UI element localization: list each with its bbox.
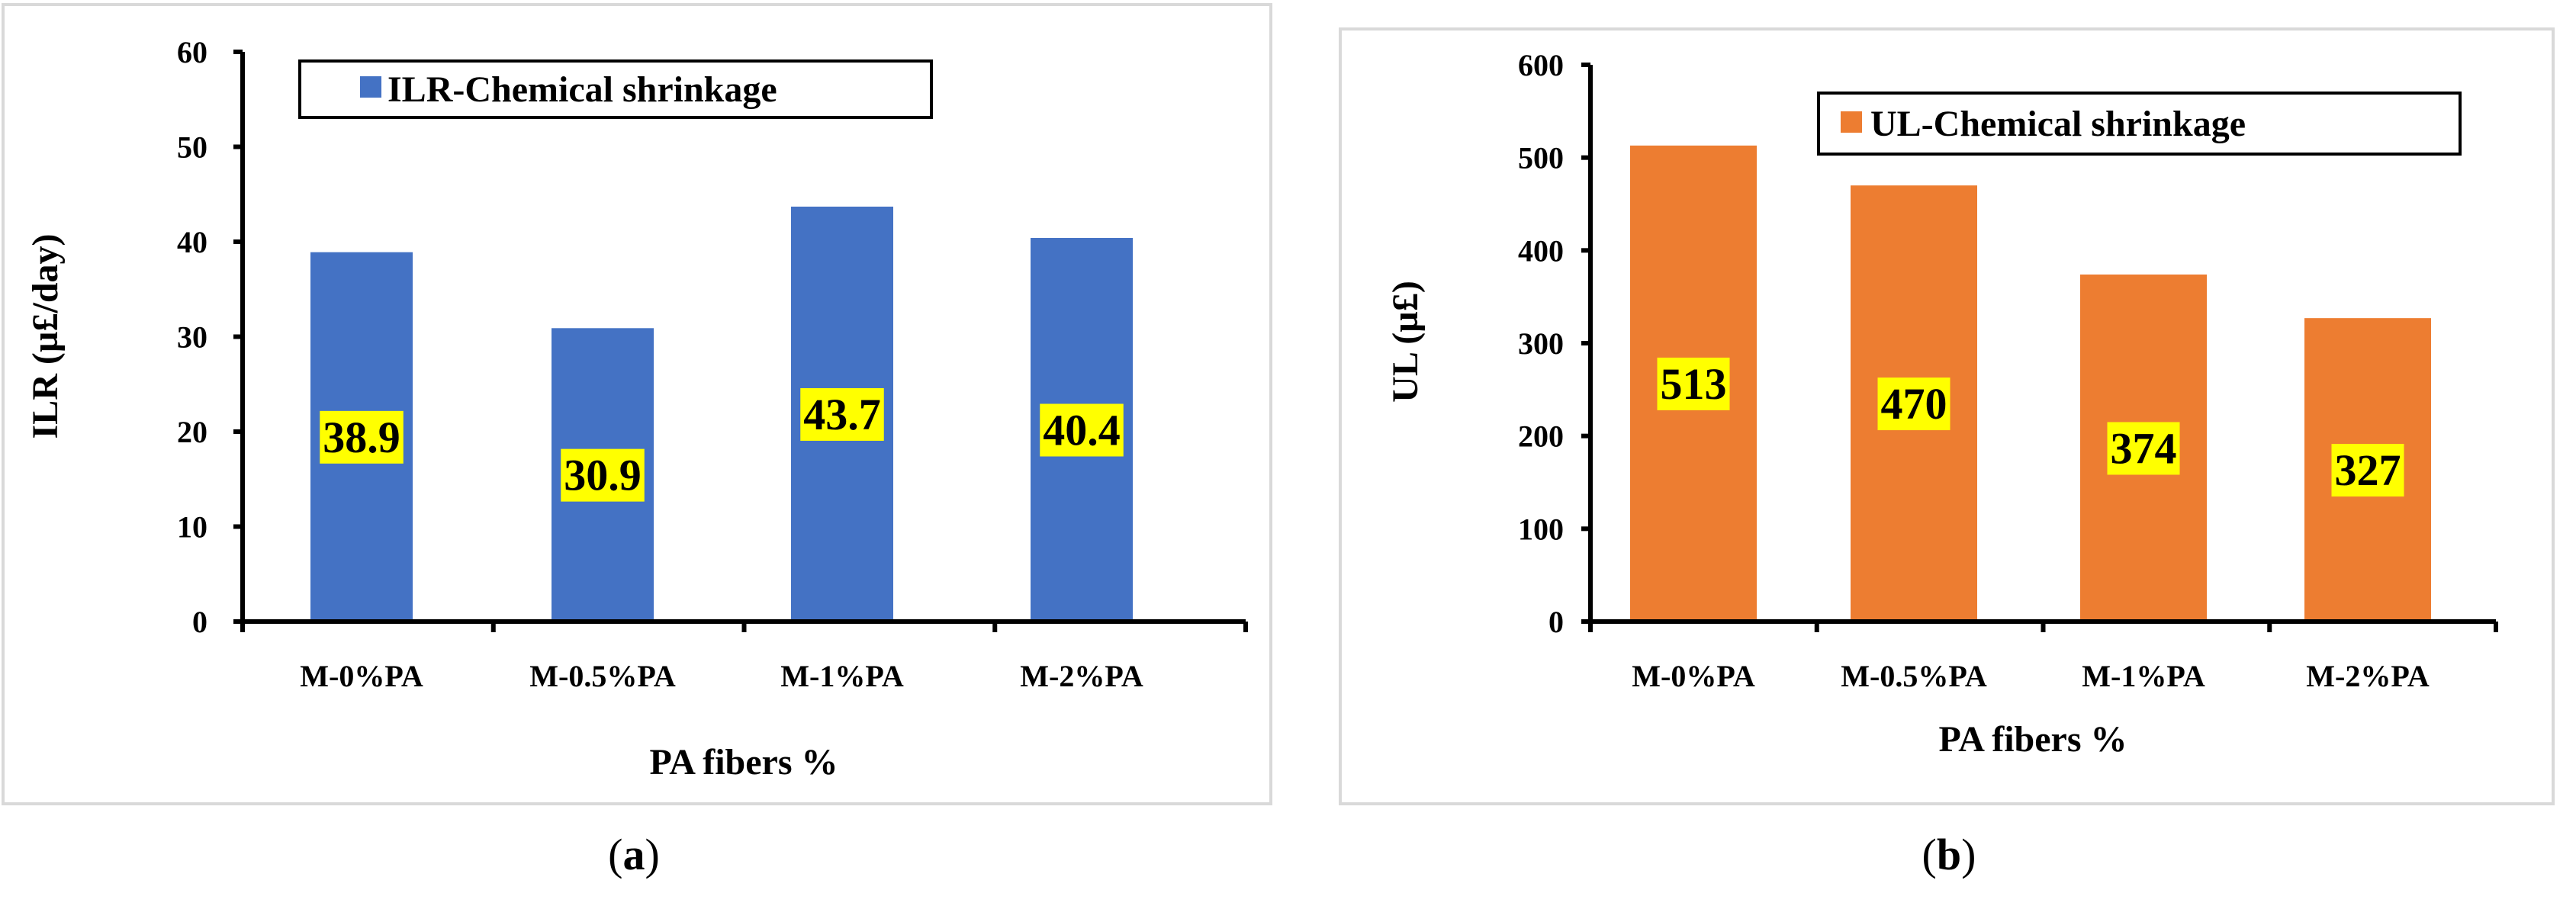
y-tick-label: 60 (177, 35, 207, 69)
panel-a-y-axis-label: ILR (µ£/day) (25, 233, 66, 439)
panel-a-legend-box (298, 59, 933, 119)
x-category-label: M-0.5%PA (529, 659, 676, 693)
x-category-label: M-1%PA (780, 659, 904, 693)
panel-a-data-labels: 38.9 30.9 43.7 40.4 (320, 387, 1124, 502)
data-label: 374 (2111, 423, 2177, 473)
y-tick-label: 100 (1518, 512, 1564, 546)
panel-b-ticks: 0 100 200 300 400 500 600 (1518, 48, 2498, 639)
y-tick-label: 300 (1518, 326, 1564, 361)
panel-b-data-labels: 513 470 374 327 (1657, 357, 2404, 497)
x-category-label: M-2%PA (2306, 659, 2430, 693)
data-label: 470 (1881, 379, 1947, 429)
panel-a-legend-swatch (360, 76, 381, 98)
y-tick-label: 0 (1548, 605, 1564, 639)
panel-a-caption: (a) (608, 830, 660, 879)
data-label: 43.7 (803, 390, 881, 439)
panel-b-legend: UL-Chemical shrinkage (1817, 92, 2462, 156)
y-tick-label: 500 (1518, 141, 1564, 175)
data-label-background (2331, 444, 2404, 497)
chart-panel-a: 0 10 20 30 40 50 60 M-0%PA M-0.5%PA M-1%PA M-2%PA… (2, 3, 1272, 879)
panel-b-x-categories: M-0%PA M-0.5%PA M-1%PA M-2%PA (1632, 659, 2430, 693)
y-tick-label: 50 (177, 130, 207, 165)
panel-a-ticks: 0 10 20 30 40 50 60 (177, 35, 1248, 639)
x-category-label: M-0%PA (1632, 659, 1755, 693)
data-label: 30.9 (564, 451, 642, 500)
panel-b-y-axis-label: UL (µ£) (1385, 281, 1426, 403)
panel-b-caption-letter: b (1937, 830, 1961, 879)
panel-a-caption-letter: a (623, 830, 645, 879)
x-category-label: M-1%PA (2082, 659, 2205, 693)
panel-a-x-axis-label: PA fibers % (649, 742, 838, 782)
panel-b-x-axis-label: PA fibers % (1938, 719, 2127, 760)
y-tick-label: 40 (177, 225, 207, 259)
data-label: 327 (2335, 445, 2401, 495)
data-label: 513 (1661, 359, 1727, 409)
panel-b-legend-swatch (1841, 111, 1862, 133)
y-tick-label: 0 (192, 605, 207, 639)
panel-b-caption: (b) (1922, 830, 1976, 879)
x-category-label: M-0%PA (300, 659, 423, 693)
data-label-background (1040, 403, 1124, 457)
data-label-background (561, 448, 645, 502)
panel-a-legend: ILR-Chemical shrinkage (298, 59, 933, 119)
data-label-background (1877, 378, 1950, 431)
x-category-label: M-2%PA (1020, 659, 1143, 693)
y-tick-label: 600 (1518, 48, 1564, 82)
y-tick-label: 200 (1518, 419, 1564, 454)
panel-b-legend-text: UL-Chemical shrinkage (1870, 104, 2246, 144)
x-category-label: M-0.5%PA (1841, 659, 1987, 693)
panel-a-legend-text: ILR-Chemical shrinkage (388, 69, 777, 110)
y-tick-label: 400 (1518, 233, 1564, 268)
panel-a-x-categories: M-0%PA M-0.5%PA M-1%PA M-2%PA (300, 659, 1143, 693)
panel-b-legend-box (1817, 92, 2462, 156)
y-tick-label: 10 (177, 510, 207, 545)
y-tick-label: 30 (177, 320, 207, 355)
data-label-background (320, 410, 404, 464)
data-label: 40.4 (1043, 406, 1121, 455)
chart-panel-b: 0 100 200 300 400 500 600 M-0%PA M-0.5%PA M-1%PA… (1339, 27, 2555, 879)
data-label-background (2107, 422, 2180, 475)
data-label-background (800, 387, 884, 441)
data-label: 38.9 (323, 413, 400, 462)
y-tick-label: 20 (177, 415, 207, 449)
data-label-background (1657, 357, 1730, 410)
